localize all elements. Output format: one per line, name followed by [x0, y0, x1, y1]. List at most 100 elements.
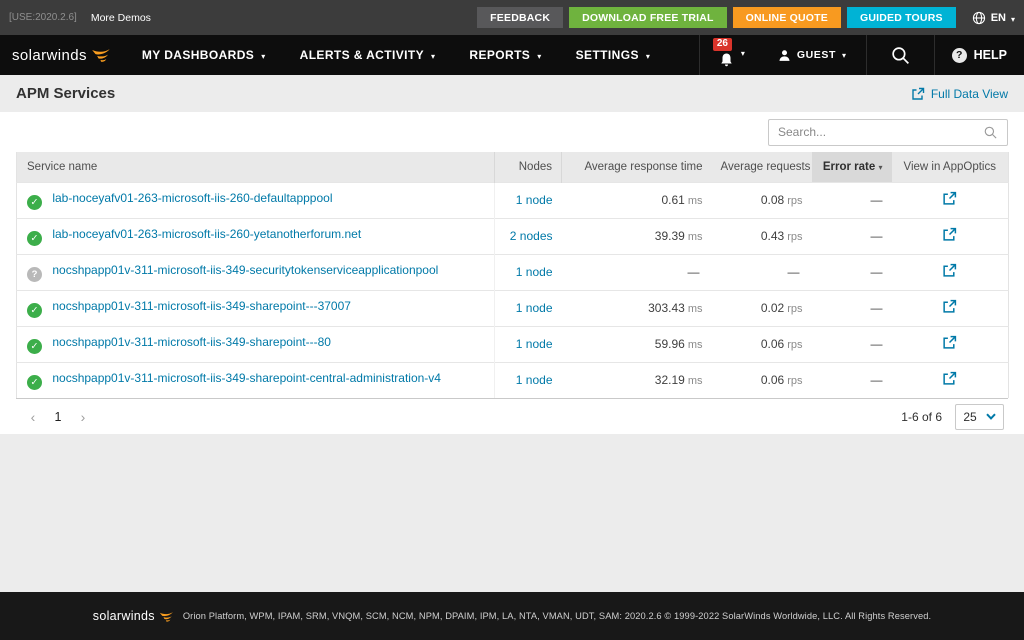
search-row: [0, 112, 1024, 152]
solarwinds-logo[interactable]: solarwinds: [0, 35, 125, 75]
service-name-cell: nocshpapp01v-311-microsoft-iis-349-share…: [16, 289, 495, 326]
service-name-link[interactable]: nocshpapp01v-311-microsoft-iis-349-share…: [52, 334, 331, 349]
chevron-down-icon: [842, 49, 847, 61]
error-rate-cell: —: [811, 253, 892, 290]
utility-bar: [USE:2020.2.6] More Demos FEEDBACK DOWNL…: [0, 0, 1024, 35]
menu-reports[interactable]: REPORTS: [452, 35, 558, 75]
menu-settings[interactable]: SETTINGS: [559, 35, 668, 75]
avg-requests-value: 0.02: [760, 301, 785, 315]
chevron-down-icon: [261, 48, 265, 62]
avg-response-value: 303.43: [648, 301, 685, 315]
table-row: lab-noceyafv01-263-microsoft-iis-260-def…: [16, 181, 1009, 218]
divider: [698, 35, 700, 75]
more-demos-link[interactable]: More Demos: [90, 11, 151, 24]
user-label: GUEST: [796, 49, 837, 61]
chevron-down-icon: [431, 48, 435, 62]
page-header: APM Services Full Data View: [0, 75, 1024, 112]
page-title: APM Services: [16, 85, 116, 102]
service-name-link[interactable]: nocshpapp01v-311-microsoft-iis-349-share…: [52, 298, 351, 313]
sort-descending-icon: [878, 161, 882, 173]
service-name-link[interactable]: nocshpapp01v-311-microsoft-iis-349-secur…: [52, 262, 439, 277]
avg-response-unit: ms: [687, 339, 703, 351]
nodes-link[interactable]: 1 node: [515, 301, 553, 315]
notifications-button[interactable]: 26: [700, 35, 759, 75]
appoptics-external-link-icon[interactable]: [942, 191, 957, 206]
appoptics-external-link-icon[interactable]: [942, 227, 957, 242]
nodes-link[interactable]: 2 nodes: [509, 229, 553, 243]
avg-response-unit: ms: [687, 195, 703, 207]
brand-name: solarwinds: [12, 46, 87, 64]
service-name-link[interactable]: lab-noceyafv01-263-microsoft-iis-260-def…: [52, 190, 333, 205]
menu-alerts-activity[interactable]: ALERTS & ACTIVITY: [283, 35, 453, 75]
online-quote-button[interactable]: ONLINE QUOTE: [732, 7, 841, 28]
error-rate-cell: —: [811, 181, 892, 218]
nodes-link[interactable]: 1 node: [515, 265, 553, 279]
navbar-search-button[interactable]: [867, 35, 934, 75]
feedback-button[interactable]: FEEDBACK: [477, 7, 564, 28]
column-header-error-rate[interactable]: Error rate: [811, 152, 892, 182]
avg-response-value: —: [687, 265, 700, 279]
error-rate-value: —: [870, 337, 883, 351]
page-size-select[interactable]: 25: [955, 403, 1004, 430]
column-header-avg-requests[interactable]: Average requests: [711, 152, 812, 182]
error-rate-value: —: [870, 229, 883, 243]
column-header-label: Error rate: [822, 160, 876, 173]
result-range-label: 1-6 of 6: [901, 409, 942, 424]
nodes-link[interactable]: 1 node: [515, 337, 553, 351]
nodes-cell: 2 nodes: [494, 217, 562, 254]
avg-response-value: 0.61: [661, 193, 685, 207]
chevron-down-icon: [741, 43, 745, 61]
pagination-bar: 1 1-6 of 6 25: [16, 398, 1008, 434]
appoptics-external-link-icon[interactable]: [942, 335, 957, 350]
divider: [933, 35, 935, 75]
error-rate-value: —: [870, 265, 883, 279]
service-name-cell: nocshpapp01v-311-microsoft-iis-349-share…: [16, 325, 495, 362]
nodes-link[interactable]: 1 node: [515, 193, 553, 207]
service-name-cell: nocshpapp01v-311-microsoft-iis-349-secur…: [16, 253, 495, 290]
help-button[interactable]: HELP: [935, 35, 1024, 75]
menu-label: MY DASHBOARDS: [141, 48, 255, 62]
avg-requests-unit: rps: [787, 231, 803, 243]
page-background: [0, 434, 1024, 592]
column-header-service-name[interactable]: Service name: [16, 152, 495, 182]
main-navbar: solarwinds MY DASHBOARDS ALERTS & ACTIVI…: [0, 35, 1024, 75]
avg-response-unit: ms: [687, 375, 703, 388]
service-name-link[interactable]: lab-noceyafv01-263-microsoft-iis-260-yet…: [52, 226, 362, 241]
view-in-appoptics-cell: [891, 289, 1009, 326]
language-selector[interactable]: EN: [972, 9, 1015, 27]
guided-tours-button[interactable]: GUIDED TOURS: [846, 7, 956, 28]
service-name-cell: nocshpapp01v-311-microsoft-iis-349-share…: [16, 361, 495, 398]
current-page-number[interactable]: 1: [54, 409, 62, 424]
avg-response-time-cell: 59.96 ms: [561, 325, 712, 362]
full-data-view-link[interactable]: Full Data View: [911, 87, 1008, 101]
appoptics-external-link-icon[interactable]: [942, 371, 957, 386]
search-icon[interactable]: [983, 125, 998, 140]
services-table: Service name Nodes Average response time…: [16, 152, 1009, 398]
status-up-icon: [27, 230, 42, 246]
utility-buttons: FEEDBACK DOWNLOAD FREE TRIAL ONLINE QUOT…: [477, 7, 956, 28]
service-name-cell: lab-noceyafv01-263-microsoft-iis-260-def…: [16, 181, 495, 218]
menu-my-dashboards[interactable]: MY DASHBOARDS: [125, 35, 283, 75]
footer-copyright-text: Orion Platform, WPM, IPAM, SRM, VNQM, SC…: [182, 611, 932, 621]
avg-requests-cell: 0.02 rps: [711, 289, 812, 326]
avg-requests-cell: 0.43 rps: [711, 217, 812, 254]
solarwinds-swirl-icon: [158, 609, 174, 624]
footer-solarwinds-logo: solarwinds: [93, 609, 174, 624]
appoptics-external-link-icon[interactable]: [942, 299, 957, 314]
column-header-nodes[interactable]: Nodes: [494, 152, 562, 182]
error-rate-value: —: [870, 301, 883, 315]
table-search-input[interactable]: [778, 125, 983, 139]
service-name-link[interactable]: nocshpapp01v-311-microsoft-iis-349-share…: [52, 370, 441, 385]
appoptics-external-link-icon[interactable]: [942, 263, 957, 278]
previous-page-button[interactable]: [20, 409, 46, 425]
user-menu[interactable]: GUEST: [759, 35, 866, 75]
error-rate-value: —: [870, 373, 883, 388]
solarwinds-swirl-icon: [90, 45, 111, 65]
download-free-trial-button[interactable]: DOWNLOAD FREE TRIAL: [569, 7, 727, 28]
avg-requests-value: 0.43: [760, 229, 785, 243]
next-page-button[interactable]: [70, 409, 96, 425]
avg-requests-value: —: [787, 265, 800, 279]
column-header-avg-response-time[interactable]: Average response time: [561, 152, 712, 182]
nodes-link[interactable]: 1 node: [515, 373, 553, 388]
